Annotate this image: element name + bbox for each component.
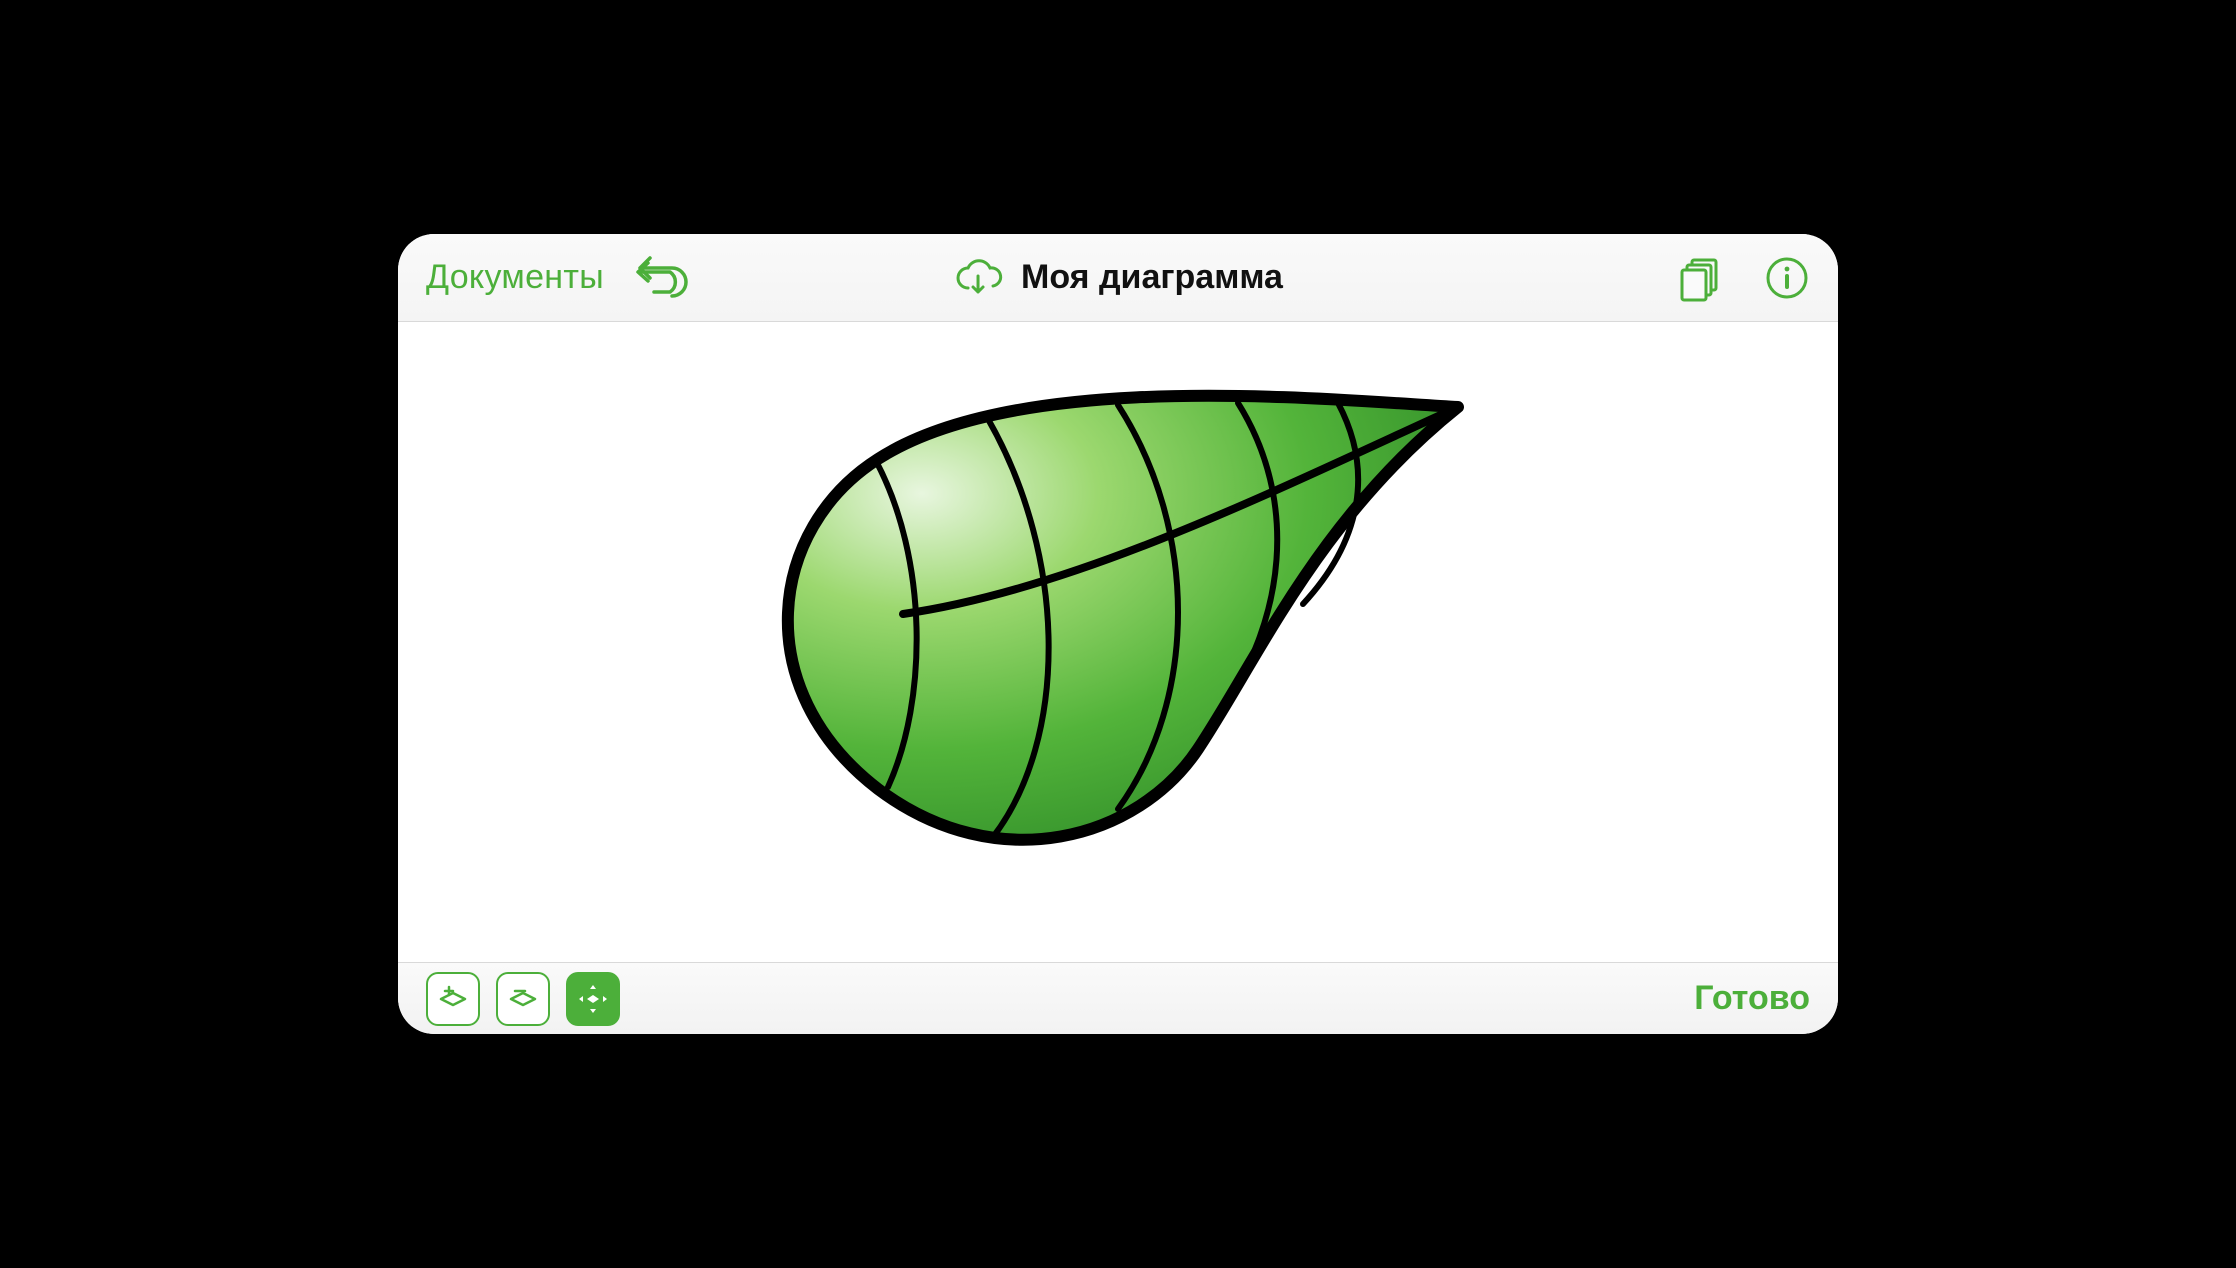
add-shape-icon: [435, 981, 471, 1017]
done-button[interactable]: Готово: [1694, 979, 1810, 1018]
toolbar-center-group: Моя диаграмма: [953, 256, 1283, 300]
info-icon: [1764, 255, 1810, 301]
cloud-sync-button[interactable]: [953, 256, 1003, 300]
info-button[interactable]: [1764, 255, 1810, 301]
bottom-toolbar: Готово: [398, 962, 1838, 1034]
remove-shape-tool[interactable]: [496, 972, 550, 1026]
stacked-pages-icon: [1676, 254, 1724, 302]
documents-button[interactable]: Документы: [426, 258, 604, 297]
undo-button[interactable]: [632, 256, 688, 300]
canvases-button[interactable]: [1676, 254, 1724, 302]
remove-shape-icon: [505, 981, 541, 1017]
leaf-shape[interactable]: [758, 389, 1478, 869]
device-frame: Документы Моя диаграмма: [390, 226, 1846, 1042]
move-shape-icon: [575, 981, 611, 1017]
canvas-area[interactable]: [398, 322, 1838, 962]
document-title: Моя диаграмма: [1021, 258, 1283, 297]
app-screen: Документы Моя диаграмма: [398, 234, 1838, 1034]
toolbar-right-group: [1676, 254, 1810, 302]
toolbar-left-group: Документы: [426, 256, 688, 300]
move-shape-tool[interactable]: [566, 972, 620, 1026]
add-shape-tool[interactable]: [426, 972, 480, 1026]
undo-icon: [632, 256, 688, 300]
top-toolbar: Документы Моя диаграмма: [398, 234, 1838, 322]
cloud-sync-icon: [953, 256, 1003, 300]
